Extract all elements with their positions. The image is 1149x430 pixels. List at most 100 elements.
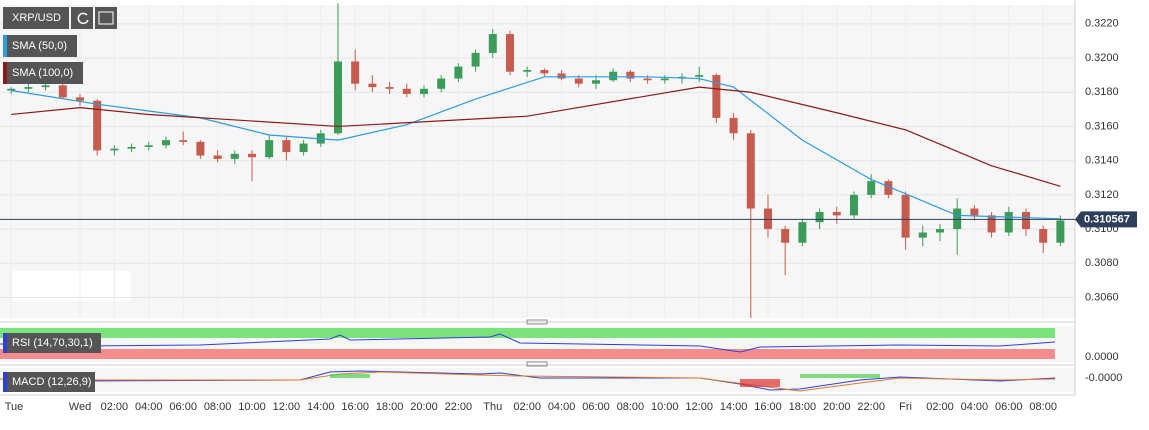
x-tick-label: 22:00: [857, 401, 885, 413]
symbol: XRP/USD: [12, 12, 61, 24]
x-tick-label: 16:00: [754, 401, 782, 413]
sma100-label: SMA (100,0): [12, 67, 73, 79]
candle-body: [161, 140, 170, 146]
candle-body: [351, 61, 360, 84]
x-tick-label: Wed: [69, 401, 91, 413]
x-tick-label: 10:00: [238, 401, 266, 413]
y-tick-label: 0.3120: [1085, 189, 1119, 201]
candle-body: [1039, 229, 1048, 243]
x-tick-label: 18:00: [789, 401, 817, 413]
candle-body: [849, 194, 858, 216]
candle-body: [557, 73, 566, 79]
sma100-box[interactable]: [3, 62, 83, 84]
x-tick-label: Thu: [483, 401, 502, 413]
candle-body: [695, 75, 704, 77]
rsi-label: RSI (14,70,30,1): [12, 337, 93, 349]
candle-body: [213, 155, 222, 159]
y-tick-label: 0.3220: [1085, 18, 1119, 30]
candle-body: [419, 88, 428, 94]
candle-body: [247, 153, 256, 158]
candle-body: [265, 140, 274, 158]
macd-label: MACD (12,26,9): [12, 376, 91, 388]
calendar-button[interactable]: [95, 7, 117, 29]
y-tick-label: 0.3180: [1085, 86, 1119, 98]
sma50-box[interactable]: [3, 35, 77, 57]
macd-histogram: [330, 374, 370, 378]
macd-box[interactable]: [3, 372, 95, 392]
candle-body: [41, 85, 50, 88]
candle-body: [781, 229, 790, 243]
x-tick-label: Tue: [5, 401, 24, 413]
x-tick-label: 16:00: [341, 401, 369, 413]
x-tick-label: 08:00: [204, 401, 232, 413]
candle-body: [196, 141, 205, 156]
candle-body: [540, 69, 549, 74]
last-price-box: [1075, 211, 1137, 228]
symbol-box[interactable]: [3, 7, 69, 29]
candle-body: [110, 148, 119, 151]
x-tick-label: 04:00: [548, 401, 576, 413]
candle-body: [437, 78, 446, 89]
candle-body: [574, 78, 583, 84]
x-tick-label: 02:00: [101, 401, 129, 413]
candle-body: [798, 222, 807, 243]
macd-tick: -0.0000: [1085, 372, 1122, 384]
candle-body: [918, 232, 927, 238]
resize-handle[interactable]: [526, 319, 548, 325]
x-tick-label: 02:00: [926, 401, 954, 413]
candle-body: [970, 208, 979, 216]
candle-body: [93, 100, 102, 151]
candle-body: [643, 78, 652, 81]
candle-body: [1021, 211, 1030, 230]
candle-body: [402, 88, 411, 94]
x-tick-label: 20:00: [410, 401, 438, 413]
macd-line: [0, 370, 1056, 391]
x-tick-label: 12:00: [273, 401, 301, 413]
y-tick-label: 0.3060: [1085, 291, 1119, 303]
x-tick-label: 22:00: [445, 401, 473, 413]
labels: XRP/USD SMA (50,0) SMA (100,0) RSI (14,7…: [3, 7, 1122, 392]
x-tick-label: 10:00: [651, 401, 679, 413]
x-tick-label: 04:00: [961, 401, 989, 413]
candle-body: [729, 117, 738, 134]
candle-body: [454, 66, 463, 79]
candle-body: [230, 153, 239, 159]
x-tick-label: Fri: [899, 401, 912, 413]
x-tick-label: 06:00: [582, 401, 610, 413]
refresh-icon: [77, 12, 89, 25]
candle-body: [505, 34, 514, 72]
sma100-swatch: [3, 62, 7, 84]
resize-handle[interactable]: [526, 361, 548, 367]
candle-body: [712, 75, 721, 118]
sma50-label: SMA (50,0): [12, 40, 67, 52]
candle-body: [127, 146, 136, 149]
candle-body: [1004, 211, 1013, 233]
candle-body: [591, 80, 600, 84]
sma50-swatch: [3, 35, 7, 57]
rsi-overbought-band: [0, 328, 1055, 338]
rsi-swatch: [3, 333, 7, 353]
rsi-oversold-band: [0, 349, 1055, 359]
macd-histogram: [800, 374, 880, 378]
candle-body: [385, 87, 394, 89]
x-tick-label: 08:00: [617, 401, 645, 413]
candle-body: [333, 61, 342, 134]
candle-body: [523, 69, 532, 72]
x-tick-label: 06:00: [169, 401, 197, 413]
candle-body: [832, 211, 841, 216]
candle-body: [746, 133, 755, 209]
y-tick-label: 0.3140: [1085, 155, 1119, 167]
x-tick-label: 08:00: [1029, 401, 1057, 413]
rsi-box[interactable]: [3, 333, 101, 353]
x-tick-label: 18:00: [376, 401, 404, 413]
candle-body: [1056, 220, 1065, 243]
candle-body: [987, 215, 996, 233]
x-tick-label: 20:00: [823, 401, 851, 413]
refresh-button[interactable]: [71, 7, 93, 29]
candle-body: [609, 71, 618, 81]
candle-body: [7, 88, 16, 91]
candle-body: [299, 143, 308, 153]
candle-body: [884, 181, 893, 195]
candle-body: [24, 87, 33, 89]
candle-body: [935, 229, 944, 233]
